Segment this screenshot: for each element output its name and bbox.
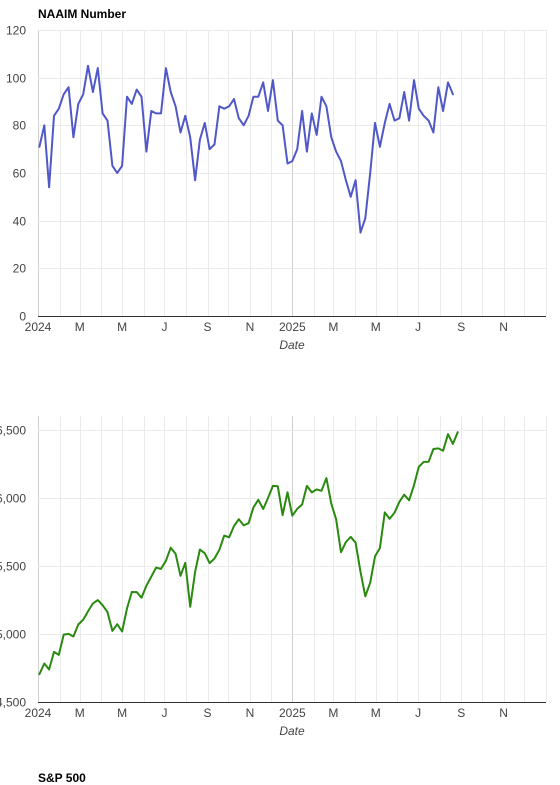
y-tick-label: 5,000: [0, 628, 26, 642]
x-tick-label: M: [75, 320, 85, 334]
y-tick-label: 120: [6, 24, 26, 38]
y-tick-labels: 0 20 40 60 80 100 120: [6, 24, 26, 324]
gridlines: [38, 30, 547, 317]
x-tick-label: M: [371, 320, 381, 334]
x-tick-label: S: [204, 706, 212, 720]
x-tick-label: M: [328, 706, 338, 720]
x-tick-label: S: [457, 706, 465, 720]
x-tick-label: M: [328, 320, 338, 334]
x-tick-label: 2024: [25, 320, 52, 334]
x-tick-label: S: [204, 320, 212, 334]
y-tick-label: 80: [13, 119, 27, 133]
naaim-chart: NAAIM Number 0 20 40 60 80 100 120 2024 M M J S N 202…: [0, 0, 560, 380]
x-tick-label: N: [499, 320, 508, 334]
series-line: [38, 431, 459, 676]
x-tick-label: M: [371, 706, 381, 720]
x-tick-label: 2025: [279, 320, 306, 334]
x-tick-labels: 2024 M M J S N 2025 M M J S N: [25, 706, 508, 720]
y-tick-label: 6,500: [0, 424, 26, 438]
y-tick-label: 6,000: [0, 492, 26, 506]
y-tick-label: 100: [6, 72, 26, 86]
x-tick-label: J: [161, 706, 167, 720]
x-tick-labels: 2024 M M J S N 2025 M M J S N: [25, 320, 508, 334]
y-tick-label: 40: [13, 215, 27, 229]
y-tick-label: 0: [19, 310, 26, 324]
x-tick-label: J: [161, 320, 167, 334]
x-tick-label: 2024: [25, 706, 52, 720]
x-tick-label: N: [499, 706, 508, 720]
chart-title: NAAIM Number: [38, 7, 127, 21]
x-axis-title: Date: [279, 338, 305, 352]
naaim-plot: 0 20 40 60 80 100 120 2024 M M J S N 2025 M M J S N Date: [6, 24, 547, 352]
x-tick-label: M: [117, 706, 127, 720]
y-tick-label: 20: [13, 262, 27, 276]
x-tick-label: N: [246, 320, 255, 334]
sp500-plot: 4,500 5,000 5,500 6,000 6,500 2024 M M J S N 2025 M M…: [0, 416, 547, 738]
x-tick-label: J: [415, 320, 421, 334]
x-tick-label: M: [75, 706, 85, 720]
y-tick-label: 5,500: [0, 560, 26, 574]
chart-title: S&P 500: [38, 771, 86, 785]
x-tick-label: N: [246, 706, 255, 720]
y-tick-label: 4,500: [0, 696, 26, 710]
x-tick-label: M: [117, 320, 127, 334]
x-tick-label: J: [415, 706, 421, 720]
x-tick-label: 2025: [279, 706, 306, 720]
gridlines: [38, 416, 547, 703]
y-tick-label: 60: [13, 167, 27, 181]
y-tick-labels: 4,500 5,000 5,500 6,000 6,500: [0, 424, 26, 710]
x-tick-label: S: [457, 320, 465, 334]
series-line: [38, 64, 454, 234]
x-axis-title: Date: [279, 724, 305, 738]
sp500-chart: S&P 500 4,500 5,000 5,500 6,000 6,500 2024 M M J…: [0, 380, 560, 785]
